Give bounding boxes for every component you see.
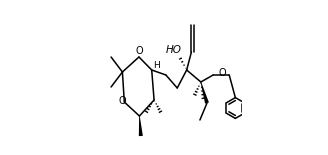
Polygon shape — [200, 82, 209, 104]
Polygon shape — [139, 116, 143, 136]
Text: O: O — [118, 96, 126, 106]
Text: O: O — [135, 46, 143, 56]
Text: H: H — [153, 61, 160, 70]
Text: HO: HO — [166, 45, 182, 55]
Text: O: O — [218, 69, 226, 78]
